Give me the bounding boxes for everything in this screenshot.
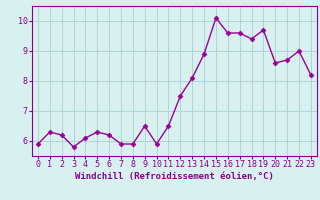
X-axis label: Windchill (Refroidissement éolien,°C): Windchill (Refroidissement éolien,°C): [75, 172, 274, 181]
